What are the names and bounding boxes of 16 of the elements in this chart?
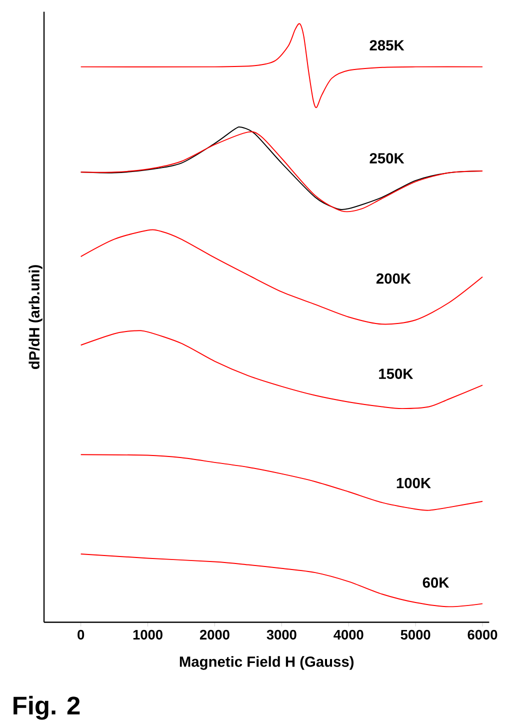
annotation: 200K — [376, 273, 412, 284]
x-axis-title: Magnetic Field H (Gauss) — [180, 656, 354, 670]
x-tick-label: 2000 — [200, 630, 230, 640]
annotation: 285K — [370, 40, 404, 50]
x-tick-label: 4000 — [334, 630, 364, 640]
annotation: 250K — [370, 153, 404, 164]
annotation: 60K — [423, 577, 450, 588]
annotation: 150K — [379, 368, 414, 379]
x-tick-label: 0 — [78, 630, 84, 640]
x-tick-label: 5000 — [400, 630, 430, 640]
caption: Fig. 2 — [14, 696, 80, 720]
x-tick-label: 6000 — [468, 630, 498, 640]
y-axis-title: dP/dH (arb.uni) — [28, 265, 43, 369]
x-tick-label: 1000 — [134, 630, 163, 640]
annotation: 100K — [397, 478, 432, 488]
x-tick-label: 3000 — [266, 630, 297, 640]
